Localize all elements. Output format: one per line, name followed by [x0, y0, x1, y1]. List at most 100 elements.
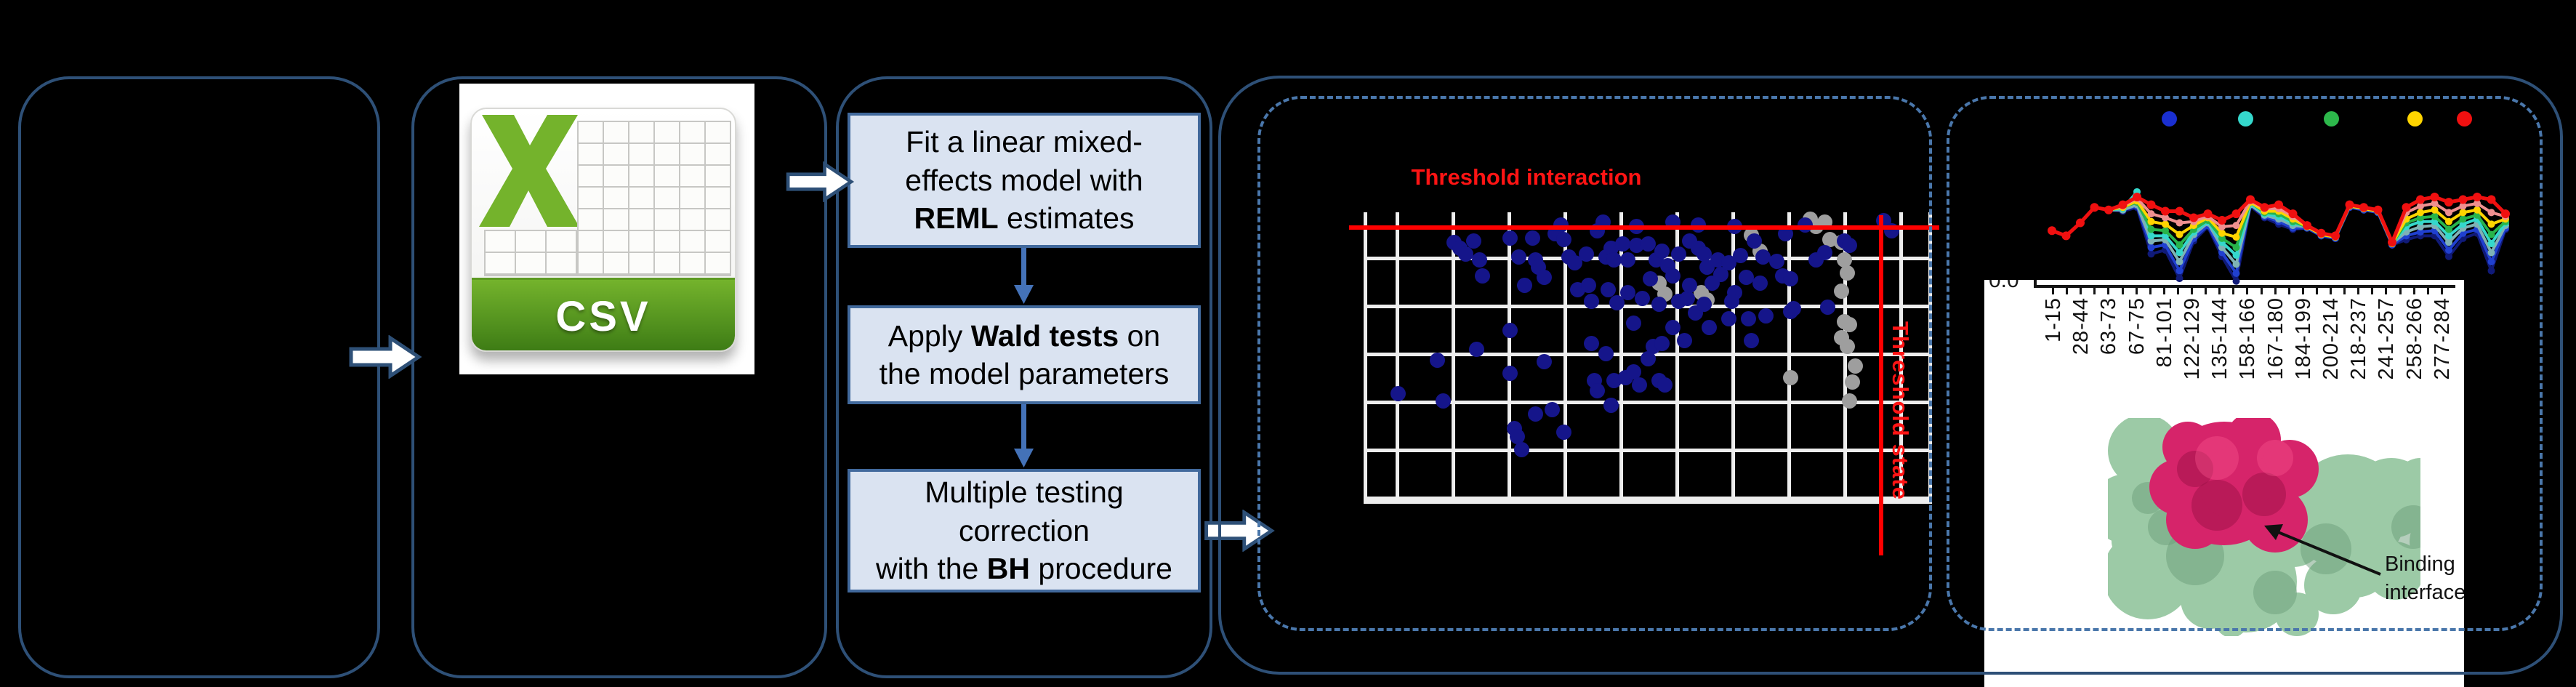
uptake-marker [2147, 237, 2155, 245]
axis-tick [2052, 288, 2054, 294]
scatter-point [1839, 265, 1855, 281]
uptake-marker [2274, 200, 2283, 209]
uptake-marker [2090, 203, 2099, 212]
uptake-marker [2487, 240, 2495, 248]
axis-tick [2205, 288, 2207, 294]
uptake-marker [2359, 203, 2368, 212]
scatter-point [1665, 319, 1681, 335]
uptake-marker [2048, 226, 2056, 236]
annotation-arrow-icon [2264, 524, 2381, 576]
uptake-marker [2175, 206, 2184, 216]
uptake-marker [2431, 206, 2439, 214]
scatter-point [1430, 353, 1445, 369]
scatter-point [1833, 284, 1849, 300]
uptake-marker [2445, 225, 2452, 233]
scatter-point [1819, 300, 1835, 316]
uptake-marker [2218, 222, 2226, 230]
scatter-point [1390, 385, 1406, 401]
uptake-marker [2487, 209, 2495, 217]
uptake-marker [2232, 233, 2240, 241]
scatter-point [1670, 246, 1686, 262]
scatter-point [1502, 322, 1518, 338]
legend-dot [2407, 111, 2423, 126]
uptake-marker [2417, 228, 2424, 236]
scatter-point [1581, 278, 1597, 294]
axis-tick [2080, 288, 2082, 294]
scatter-point [1584, 294, 1600, 310]
scatter-section [1257, 96, 1932, 631]
arrow-down-icon [1014, 404, 1034, 467]
uptake-marker [2175, 275, 2183, 283]
axis-tick [2176, 288, 2179, 294]
uptake-marker [2487, 267, 2495, 275]
flow-step-fit-model: Fit a linear mixed-effects model with REM… [848, 113, 1201, 248]
csv-band: CSV [472, 278, 735, 350]
scatter-point [1469, 341, 1485, 357]
uptake-marker [2147, 250, 2155, 258]
uptake-marker [2175, 267, 2183, 275]
scatter-point [1836, 252, 1852, 268]
scatter-point [1640, 236, 1656, 252]
uptake-marker [2203, 209, 2213, 219]
uptake-marker [2146, 200, 2156, 209]
uptake-marker [2445, 217, 2452, 225]
axis-tick [2066, 288, 2069, 294]
scatter-point [1783, 370, 1799, 386]
uptake-marker [2147, 210, 2155, 218]
arrow-down-icon [1014, 248, 1034, 304]
uptake-marker [2232, 222, 2240, 230]
arrow-right-icon [786, 161, 855, 202]
axis-tick [2371, 288, 2374, 294]
scatter-point [1614, 236, 1630, 252]
x-axis [2034, 285, 2455, 288]
uptake-marker [2162, 220, 2169, 228]
y-axis-notch [2034, 280, 2037, 288]
uptake-marker [2288, 209, 2298, 219]
flow-step-text: Apply Wald tests on the model parameters [879, 318, 1170, 390]
uptake-marker [2189, 213, 2198, 222]
arrow-right-icon [349, 335, 422, 379]
spreadsheet-grid-small [484, 230, 577, 276]
uptake-marker [2459, 209, 2467, 217]
scatter-point [1474, 268, 1490, 284]
uptake-marker [2487, 220, 2495, 228]
uptake-marker [2445, 246, 2452, 254]
uptake-marker [2232, 244, 2240, 252]
volcano-scatter-plot [1364, 212, 1932, 504]
axis-tick [2287, 288, 2290, 294]
axis-tick [2246, 288, 2249, 294]
uptake-marker [2445, 238, 2452, 246]
uptake-marker [2175, 257, 2183, 265]
uptake-marker [2416, 195, 2425, 204]
uptake-marker [2402, 203, 2411, 212]
uptake-figure-image: 0.0 1-15 28-44 63-73 67-75 81-101 122-129 135-… [1984, 280, 2464, 687]
scatter-point [1634, 291, 1650, 307]
scatter-point [1555, 232, 1571, 248]
scatter-point [1626, 315, 1642, 331]
axis-tick [2162, 288, 2165, 294]
legend-dot [2457, 111, 2472, 126]
scatter-point [1601, 282, 1617, 298]
uptake-marker [2430, 192, 2439, 201]
scatter-point [1712, 266, 1728, 282]
scatter-point [1676, 332, 1692, 348]
axis-tick [2385, 288, 2388, 294]
uptake-marker [2218, 216, 2226, 225]
scatter-point [1510, 429, 1526, 445]
uptake-marker [2260, 203, 2269, 212]
uptake-marker [2232, 260, 2240, 268]
workflow-panel [836, 76, 1212, 678]
scatter-point [1510, 249, 1526, 265]
scatter-point [1741, 311, 1757, 327]
scatter-point [1567, 254, 1583, 270]
scatter-point [1839, 338, 1855, 354]
axis-tick [2399, 288, 2402, 294]
scatter-point [1584, 335, 1600, 351]
axis-tick [2412, 288, 2415, 294]
scatter-point [1435, 393, 1451, 409]
scatter-point [1842, 393, 1858, 409]
axis-tick [2232, 288, 2235, 294]
scatter-point [1590, 383, 1606, 399]
scatter-point [1848, 358, 1864, 374]
